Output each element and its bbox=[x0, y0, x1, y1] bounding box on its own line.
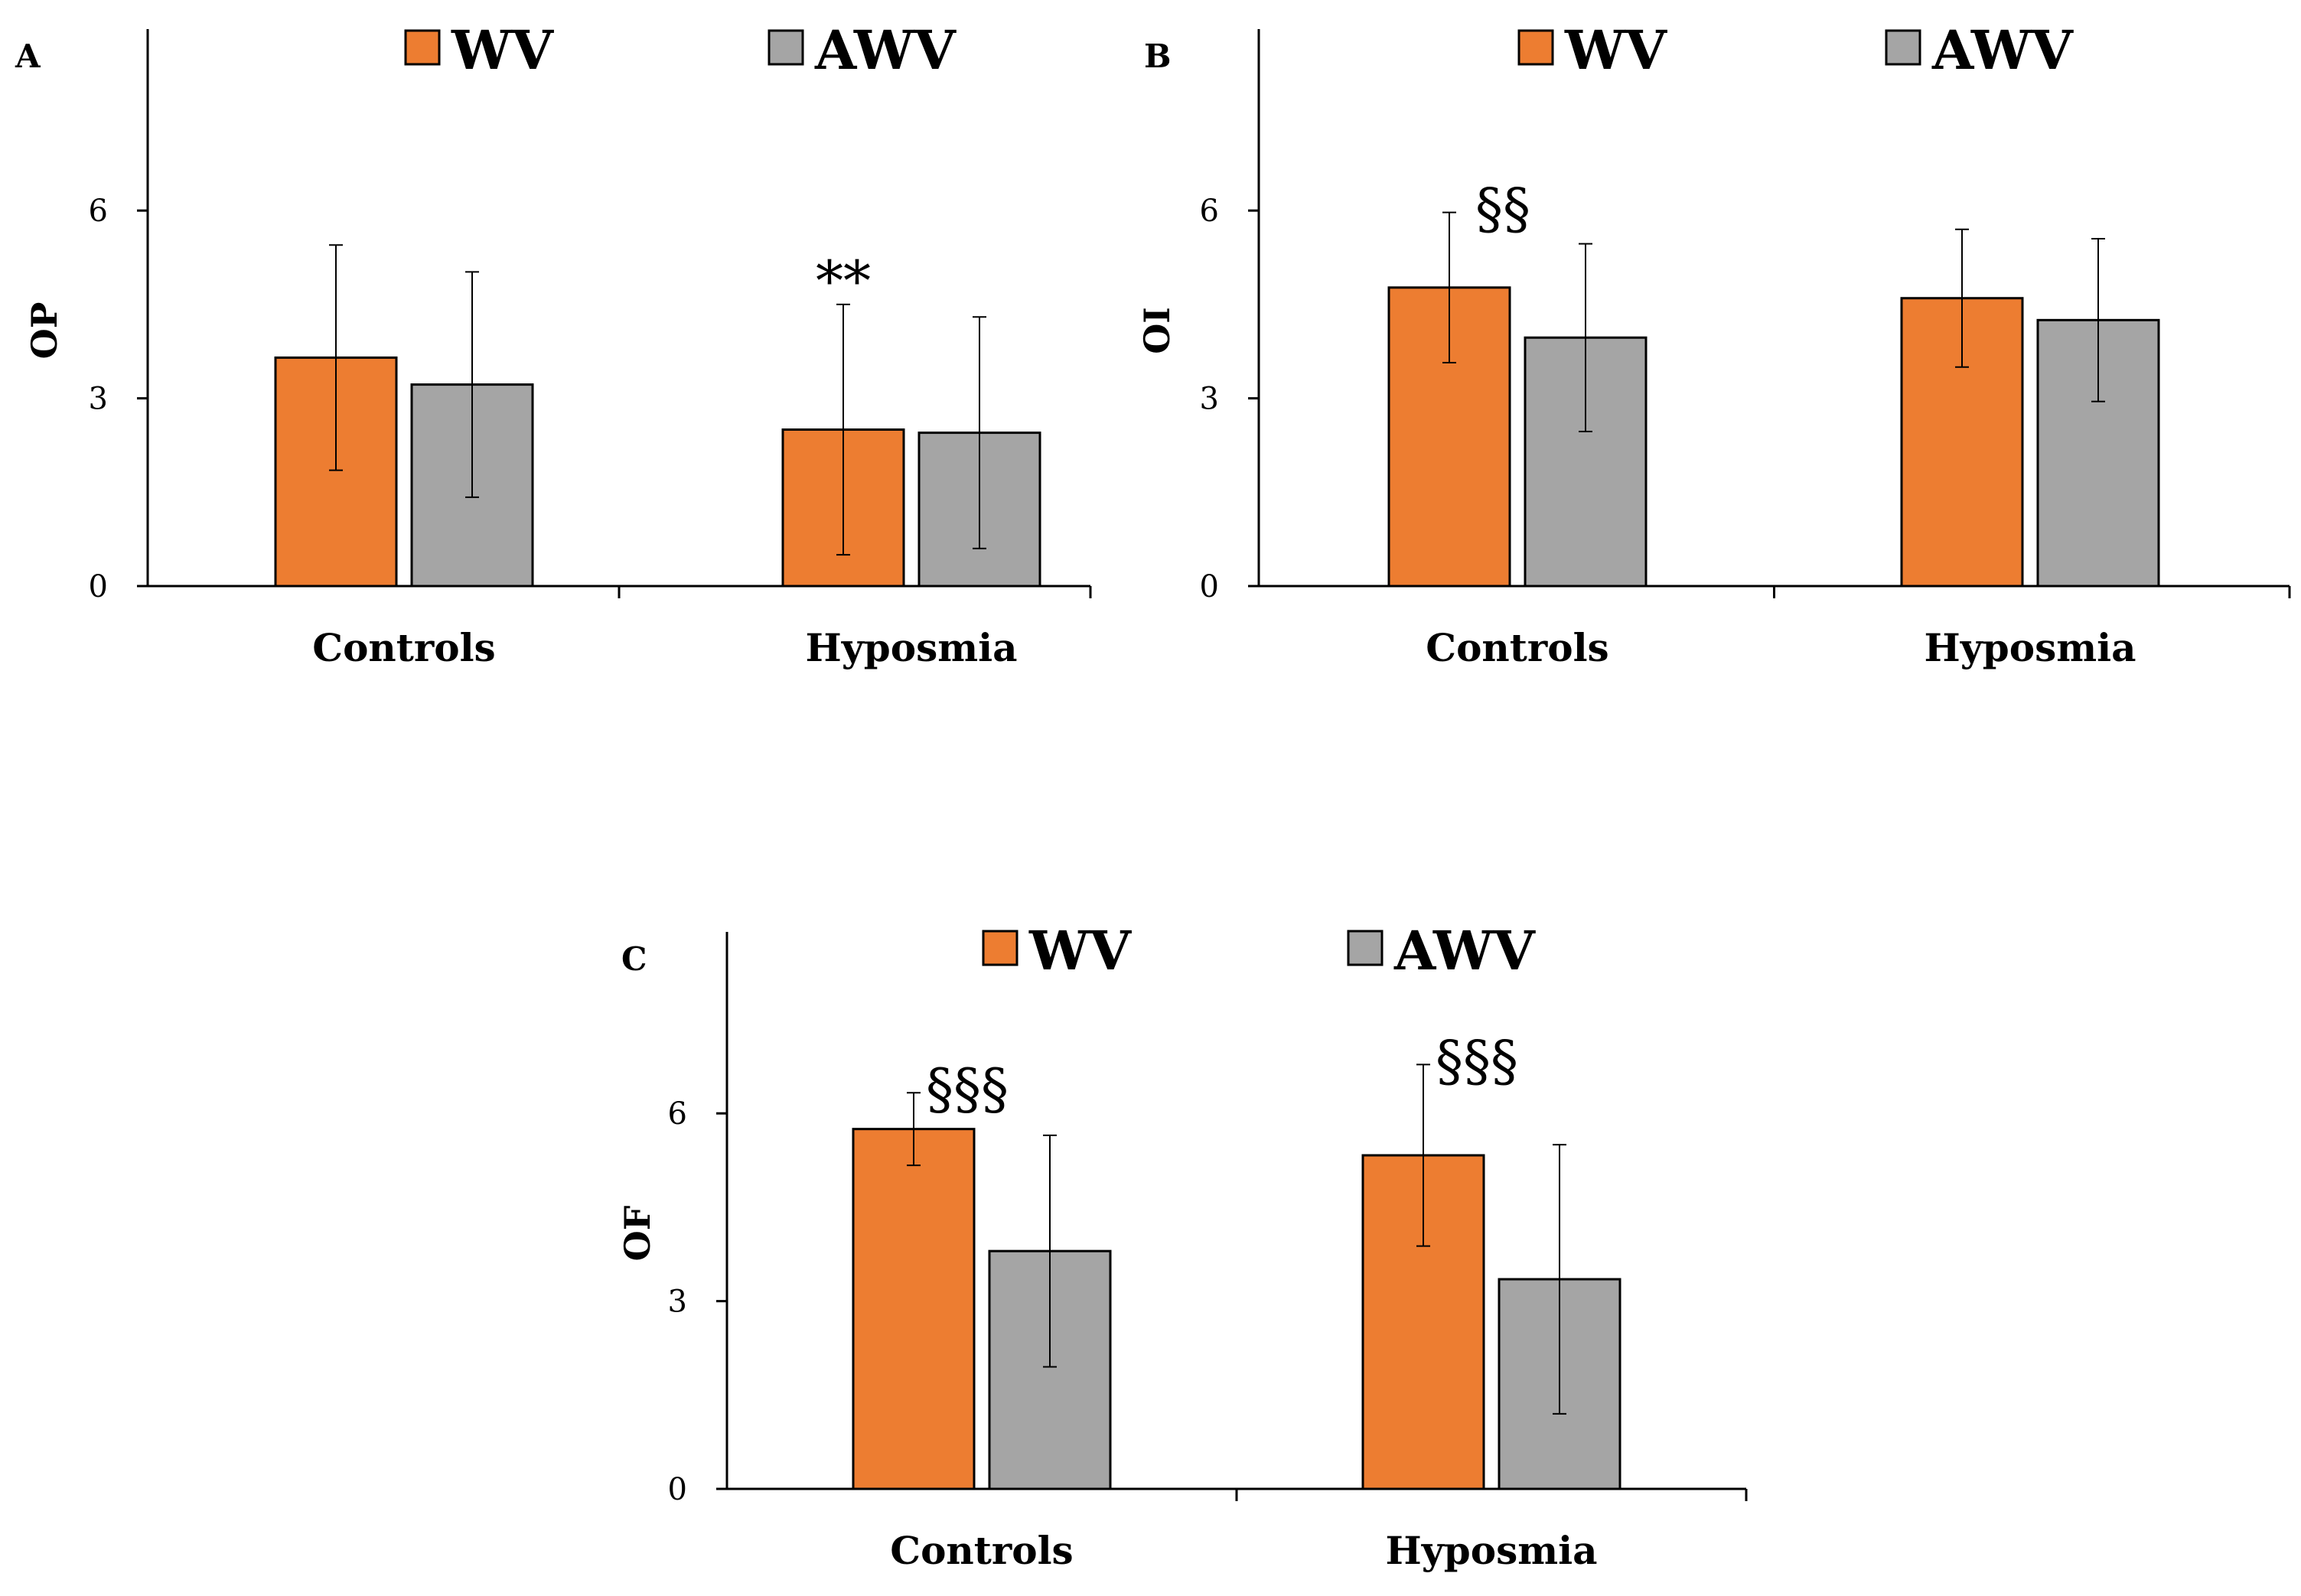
y-tick-label-a-3: 3 bbox=[89, 382, 108, 417]
category-label-c-hyposmia: Hyposmia bbox=[1385, 1528, 1597, 1573]
panel-letter-b: B bbox=[1144, 37, 1172, 75]
y-tick-label-c-3: 3 bbox=[668, 1285, 687, 1320]
y-tick-label-b-0: 0 bbox=[1200, 569, 1219, 604]
legend-label-b-awv: AWV bbox=[1931, 18, 2074, 82]
panel-letter-a: A bbox=[15, 37, 41, 75]
annotation-c-0: §§§ bbox=[926, 1057, 1009, 1121]
annotation-b-0: §§ bbox=[1475, 177, 1530, 241]
y-tick-label-b-6: 6 bbox=[1200, 194, 1219, 229]
y-tick-label-c-6: 6 bbox=[668, 1096, 687, 1132]
legend-swatch-b-wv bbox=[1517, 29, 1554, 66]
annotation-c-1: §§§ bbox=[1436, 1028, 1518, 1093]
category-label-a-controls: Controls bbox=[312, 625, 495, 670]
legend-swatch-a-wv bbox=[404, 29, 441, 66]
legend-swatch-b-awv bbox=[1885, 29, 1921, 66]
legend-label-c-awv: AWV bbox=[1393, 919, 1536, 982]
y-tick-label-b-3: 3 bbox=[1200, 382, 1219, 417]
legend-swatch-c-wv bbox=[982, 930, 1019, 966]
panel-letter-c: C bbox=[621, 940, 647, 978]
y-axis-title-b: OI bbox=[1136, 307, 1178, 354]
legend-label-a-wv: WV bbox=[451, 18, 555, 82]
y-tick-label-a-6: 6 bbox=[89, 194, 108, 229]
category-label-c-controls: Controls bbox=[890, 1528, 1073, 1573]
annotation-a-0: ** bbox=[816, 249, 871, 313]
category-label-b-controls: Controls bbox=[1426, 625, 1608, 670]
category-label-a-hyposmia: Hyposmia bbox=[805, 625, 1017, 670]
legend-label-c-wv: WV bbox=[1028, 919, 1133, 982]
category-label-b-hyposmia: Hyposmia bbox=[1924, 625, 2136, 670]
y-tick-label-a-0: 0 bbox=[89, 569, 108, 604]
legend-swatch-c-awv bbox=[1347, 930, 1384, 966]
y-axis-title-a: OP bbox=[24, 302, 65, 360]
bar-c-controls-wv bbox=[852, 1128, 976, 1490]
legend-swatch-a-awv bbox=[768, 29, 804, 66]
y-tick-label-c-0: 0 bbox=[668, 1472, 687, 1507]
y-axis-title-c: OF bbox=[617, 1205, 658, 1261]
legend-label-b-wv: WV bbox=[1564, 18, 1668, 82]
legend-label-a-awv: AWV bbox=[814, 18, 957, 82]
